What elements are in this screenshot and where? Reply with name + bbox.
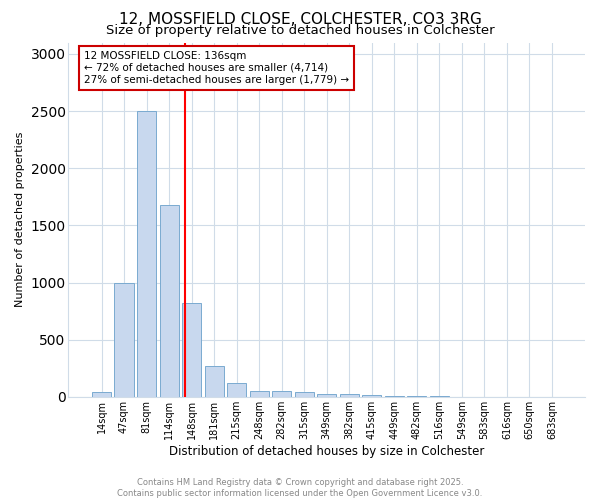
Bar (317, 394, 337, 397)
Bar (92, 392, 111, 397)
Bar (385, 396, 404, 397)
X-axis label: Distribution of detached houses by size in Colchester: Distribution of detached houses by size … (169, 444, 484, 458)
Bar (362, 394, 382, 397)
Bar (137, 111, 156, 397)
Bar (340, 394, 359, 397)
Text: Contains HM Land Registry data © Crown copyright and database right 2025.
Contai: Contains HM Land Registry data © Crown c… (118, 478, 482, 498)
Bar (115, 282, 134, 397)
Bar (160, 205, 179, 397)
Bar (250, 390, 269, 397)
Y-axis label: Number of detached properties: Number of detached properties (15, 132, 25, 308)
Text: Size of property relative to detached houses in Colchester: Size of property relative to detached ho… (106, 24, 494, 37)
Bar (227, 383, 246, 397)
Text: 12 MOSSFIELD CLOSE: 136sqm
← 72% of detached houses are smaller (4,714)
27% of s: 12 MOSSFIELD CLOSE: 136sqm ← 72% of deta… (84, 52, 349, 84)
Bar (272, 391, 291, 397)
Bar (295, 392, 314, 397)
Bar (182, 303, 201, 397)
Text: 12, MOSSFIELD CLOSE, COLCHESTER, CO3 3RG: 12, MOSSFIELD CLOSE, COLCHESTER, CO3 3RG (119, 12, 481, 28)
Bar (205, 366, 224, 397)
Bar (407, 396, 427, 397)
